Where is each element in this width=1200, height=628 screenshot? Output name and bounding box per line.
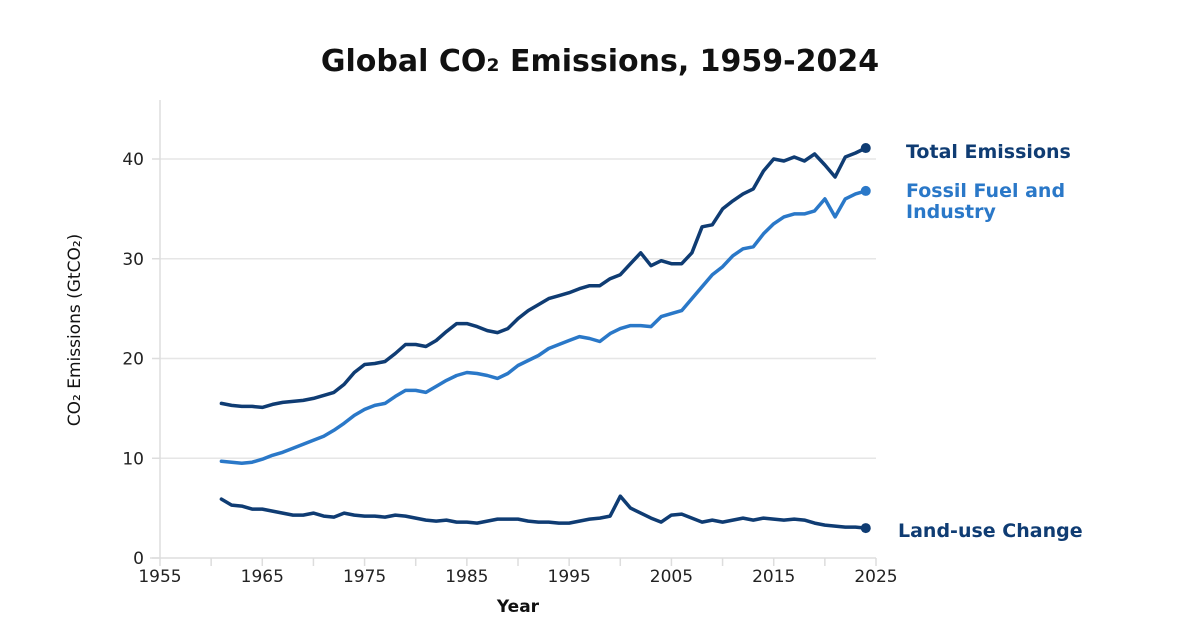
series-line-land-use-change — [219, 494, 868, 530]
series-end-marker-fossil-fuel-and-industry — [860, 185, 871, 196]
y-tick-label: 40 — [122, 150, 144, 170]
x-tick-label: 1965 — [241, 567, 284, 587]
legend-label-fossil-fuel-and-industry: Fossil Fuel and Industry — [906, 180, 1065, 223]
y-tick-label: 20 — [122, 350, 144, 370]
series-line-total-emissions — [219, 146, 868, 410]
series-end-marker-land-use-change — [860, 523, 871, 534]
series-line-fossil-fuel-and-industry — [219, 189, 868, 465]
legend-label-line: Industry — [906, 201, 996, 223]
chart-title: Global CO₂ Emissions, 1959-2024 — [320, 44, 880, 79]
legend-label-line: Fossil Fuel and — [906, 180, 1065, 202]
x-tick-label: 2015 — [752, 567, 795, 587]
legend-label-total-emissions: Total Emissions — [906, 141, 1071, 163]
x-tick-label: 2025 — [854, 567, 897, 587]
legend-label-land-use-change: Land-use Change — [898, 520, 1083, 542]
x-tick-label: 1975 — [343, 567, 386, 587]
y-tick-label: 10 — [122, 449, 144, 469]
x-tick-label: 1995 — [548, 567, 591, 587]
x-axis-title: Year — [496, 597, 540, 617]
series-layer — [219, 143, 871, 534]
y-tick-label: 0 — [133, 549, 144, 569]
x-tick-label: 2005 — [650, 567, 693, 587]
x-axis-ticks: 1955 1965 1975 1985 1995 2005 2015 2025 — [138, 558, 898, 587]
x-tick-label: 1985 — [445, 567, 488, 587]
y-axis-ticks: 0 10 20 30 40 — [122, 150, 160, 569]
legend: Total Emissions Fossil Fuel and Industry La… — [898, 141, 1083, 542]
x-tick-label: 1955 — [138, 567, 181, 587]
series-end-marker-total-emissions — [860, 143, 871, 154]
y-tick-label: 30 — [122, 250, 144, 270]
y-axis-title: CO₂ Emissions (GtCO₂) — [65, 234, 85, 427]
gridlines — [160, 158, 876, 459]
